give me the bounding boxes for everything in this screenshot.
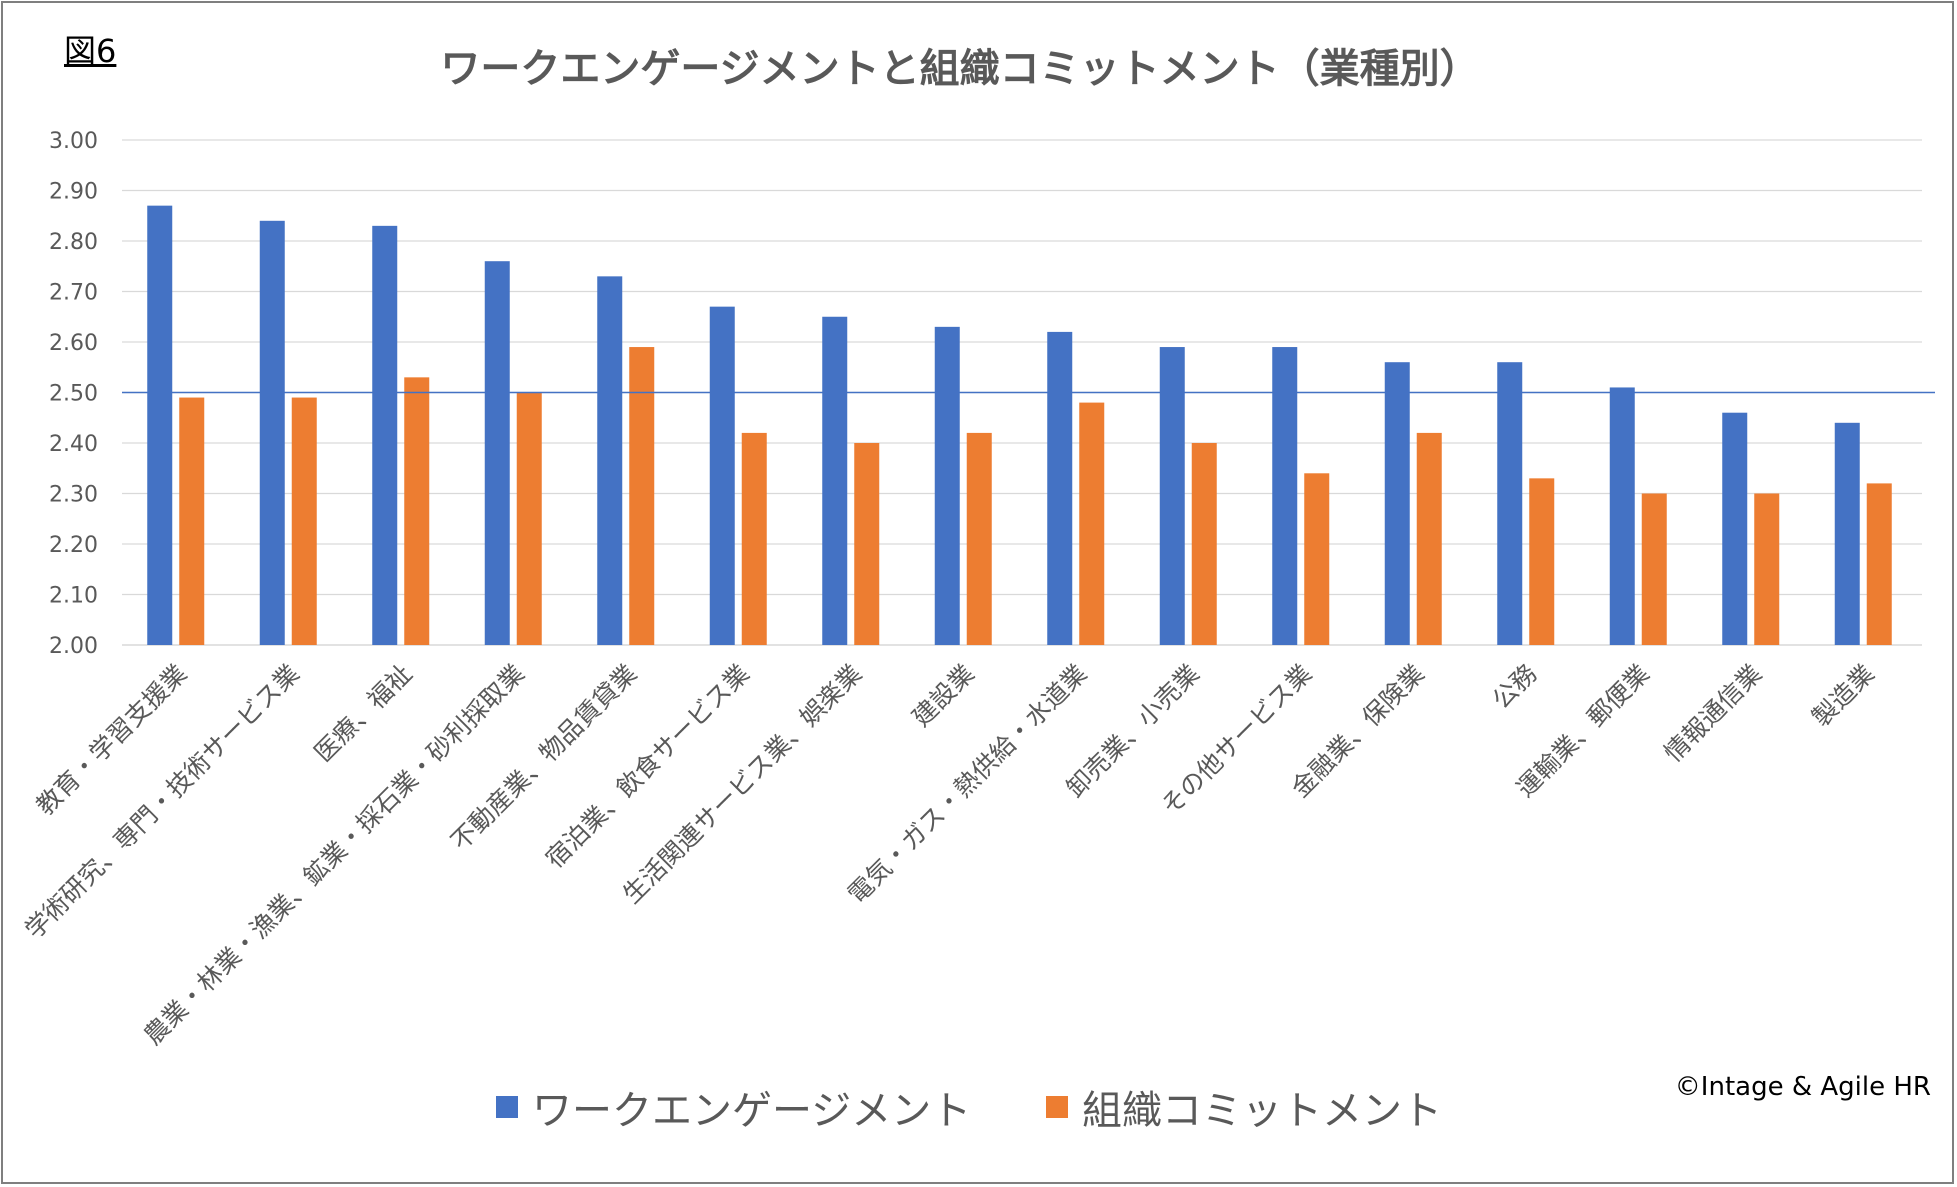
y-tick-label: 2.00 xyxy=(49,634,98,659)
engagement-bar xyxy=(1384,362,1410,645)
x-tick-label: 農業・林業・漁業、鉱業・採石業・砂利採取業 xyxy=(138,659,530,1051)
y-tick-label: 2.60 xyxy=(49,331,98,356)
commitment-bar xyxy=(1529,478,1555,645)
commitment-bar xyxy=(291,397,317,645)
engagement-bar xyxy=(1497,362,1523,645)
legend-label-engagement: ワークエンゲージメント xyxy=(532,1088,972,1134)
commitment-bar xyxy=(179,397,205,645)
engagement-bar xyxy=(1047,331,1073,645)
engagement-bar xyxy=(709,306,735,645)
engagement-bar xyxy=(934,326,960,645)
x-tick-label: 製造業 xyxy=(1806,659,1880,733)
x-tick-label: 不動産業、物品賃貸業 xyxy=(445,659,642,856)
legend-swatch-commitment xyxy=(1046,1096,1068,1118)
copyright-notice: ©Intage & Agile HR xyxy=(1674,1072,1931,1102)
engagement-bar xyxy=(147,205,173,645)
figure-label: 図6 xyxy=(64,32,117,70)
y-tick-label: 3.00 xyxy=(49,129,98,154)
commitment-bar xyxy=(1754,493,1780,645)
bars xyxy=(147,205,1892,646)
y-tick-label: 2.40 xyxy=(49,432,98,457)
legend-label-commitment: 組織コミットメント xyxy=(1082,1088,1442,1134)
commitment-bar xyxy=(854,443,880,645)
x-tick-label: 電気・ガス・熱供給・水道業 xyxy=(842,659,1092,909)
commitment-bar xyxy=(516,392,542,645)
y-tick-label: 2.30 xyxy=(49,483,98,508)
x-tick-label: 情報通信業 xyxy=(1659,659,1768,768)
engagement-bar xyxy=(597,276,623,645)
engagement-bar xyxy=(822,316,848,645)
y-tick-label: 2.10 xyxy=(49,584,98,609)
x-tick-label: 医療、福祉 xyxy=(309,659,418,768)
commitment-bar xyxy=(1866,483,1892,645)
commitment-bar xyxy=(1191,443,1217,645)
engagement-bar xyxy=(1272,347,1298,645)
commitment-bar xyxy=(741,432,767,645)
engagement-bar xyxy=(1722,412,1748,645)
x-tick-label: 公務 xyxy=(1487,659,1543,715)
commitment-bar xyxy=(1304,473,1330,645)
y-tick-label: 2.80 xyxy=(49,230,98,255)
x-tick-label: 建設業 xyxy=(906,659,980,733)
legend-item-commitment: 組織コミットメント xyxy=(1046,1082,1442,1134)
engagement-bar xyxy=(1159,347,1185,645)
engagement-bar xyxy=(1834,422,1860,645)
legend-swatch-engagement xyxy=(496,1096,518,1118)
y-axis-ticks: 2.00 2.10 2.20 2.30 2.40 2.50 2.60 2.70 2.80 2.90… xyxy=(49,129,98,659)
y-tick-label: 2.20 xyxy=(49,533,98,558)
engagement-bar xyxy=(1609,387,1635,645)
x-tick-label: 宿泊業、飲食サービス業 xyxy=(540,659,755,874)
commitment-bar xyxy=(404,377,430,645)
commitment-bar xyxy=(1079,402,1105,645)
legend-item-engagement: ワークエンゲージメント xyxy=(496,1082,971,1134)
commitment-bar xyxy=(1416,432,1442,645)
x-tick-label: 生活関連サービス業、娯楽業 xyxy=(617,659,867,909)
commitment-bar xyxy=(1641,493,1667,645)
chart-title: ワークエンゲージメントと組織コミットメント（業種別） xyxy=(440,46,1480,92)
y-tick-label: 2.50 xyxy=(49,382,98,407)
y-tick-label: 2.90 xyxy=(49,180,98,205)
commitment-bar xyxy=(966,432,992,645)
commitment-bar xyxy=(629,347,655,645)
engagement-bar xyxy=(259,220,285,646)
y-tick-label: 2.70 xyxy=(49,281,98,306)
engagement-bar xyxy=(484,261,510,645)
engagement-bar xyxy=(372,225,398,645)
